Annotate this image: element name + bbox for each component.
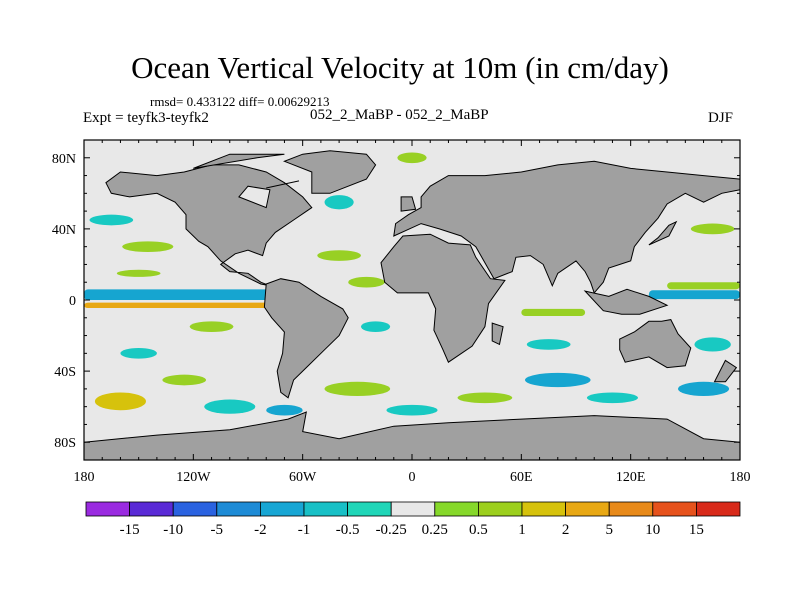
land-uk [400, 196, 417, 212]
plot-title: Ocean Vertical Velocity at 10m (in cm/da… [131, 50, 669, 85]
lat-tick-label: 0 [69, 294, 76, 309]
stats-label: rmsd= 0.433122 diff= 0.00629213 [150, 94, 330, 109]
colorbar-swatch [259, 501, 305, 517]
anomaly-patch [526, 339, 571, 350]
anomaly-patch [120, 348, 157, 359]
water-hudson-bay [238, 185, 271, 209]
anomaly-patch [397, 152, 427, 164]
lon-tick-label: 120E [616, 470, 646, 485]
map-layer [84, 150, 740, 460]
colorbar-label: -0.5 [336, 522, 360, 538]
lon-tick-label: 180 [730, 470, 751, 485]
colorbar-swatch [347, 501, 392, 517]
lon-tick-label: 60E [510, 470, 533, 485]
lon-tick-label: 60W [289, 470, 317, 485]
anomaly-patch [162, 374, 207, 386]
colorbar-label: 0.25 [422, 522, 448, 538]
colorbar-swatch [172, 501, 218, 517]
colorbar-swatch [608, 501, 654, 517]
colorbar-swatch [303, 501, 348, 517]
colorbar-swatch [521, 501, 566, 517]
anomaly-patch [694, 337, 731, 352]
land-antarctica [84, 411, 740, 460]
anomaly-band [521, 308, 586, 316]
land-new-zealand [713, 359, 738, 383]
colorbar-label: -1 [298, 522, 311, 538]
colorbar-label: 1 [518, 522, 526, 538]
colorbar-label: 2 [562, 522, 570, 538]
anomaly-patch [360, 321, 391, 332]
colorbar-swatch [216, 501, 261, 517]
land-baffin [266, 180, 300, 189]
land-australia [619, 319, 692, 369]
land-indonesia [583, 288, 669, 315]
anomaly-patch [116, 269, 161, 277]
anomaly-patch [586, 392, 638, 404]
anomaly-patch [324, 381, 391, 396]
anomaly-patch [524, 372, 591, 388]
anomaly-patch [89, 214, 134, 226]
lat-tick-label: 80N [52, 152, 76, 167]
anomaly-patch [266, 404, 303, 416]
lon-tick-label: 180 [74, 470, 95, 485]
land-arctic-islands [193, 153, 285, 169]
land-africa [380, 233, 506, 363]
anomaly-patch [457, 392, 513, 404]
anomaly-band [84, 302, 276, 308]
anomaly-patch [94, 392, 146, 411]
colorbar-label: 0.5 [469, 522, 488, 538]
colorbar-swatch [129, 501, 174, 517]
colorbar-label: 5 [605, 522, 613, 538]
lat-tick-label: 40S [54, 365, 76, 380]
anomaly-patch [678, 381, 730, 396]
lon-tick-label: 0 [409, 470, 416, 485]
anomaly-patch [122, 241, 174, 253]
land-greenland [283, 150, 377, 194]
colorbar-swatch [477, 501, 523, 517]
anomaly-band [667, 282, 740, 290]
colorbar-swatch [390, 501, 436, 517]
land-japan [648, 220, 678, 246]
anomaly-patch [204, 399, 256, 414]
lon-tick-label: 120W [176, 470, 211, 485]
colorbar-label: -15 [120, 522, 140, 538]
colorbar: -15 -10 -5 -2 -1 -0.5 -0.25 0.25 0.5 1 2 5 10 15 [85, 501, 741, 538]
colorbar-swatch [85, 501, 130, 517]
land-south-america [263, 278, 349, 399]
colorbar-swatch [565, 501, 610, 517]
season-label: DJF [708, 110, 734, 126]
anomaly-patch [348, 276, 385, 288]
colorbar-label: -2 [254, 522, 267, 538]
anomaly-patch [690, 223, 735, 235]
lat-tick-label: 40N [52, 223, 76, 238]
experiment-label: Expt = teyfk3-teyfk2 [83, 110, 209, 126]
anomaly-patch [189, 321, 234, 332]
colorbar-swatch [434, 501, 479, 517]
colorbar-label: 10 [645, 522, 660, 538]
anomaly-patch [324, 195, 354, 210]
colorbar-label: -10 [163, 522, 183, 538]
anomaly-band [648, 290, 740, 300]
colorbar-swatch [652, 501, 697, 517]
anomaly-patch [317, 250, 361, 261]
anomaly-band [84, 289, 294, 300]
colorbar-label: 15 [689, 522, 704, 538]
land-madagascar [491, 322, 504, 346]
anomaly-patch [386, 404, 438, 416]
colorbar-label: -0.25 [376, 522, 407, 538]
land-eurasia [393, 160, 740, 294]
case-label: 052_2_MaBP - 052_2_MaBP [310, 107, 489, 123]
colorbar-swatch [696, 501, 741, 517]
lat-tick-label: 80S [54, 436, 76, 451]
colorbar-label: -5 [211, 522, 224, 538]
